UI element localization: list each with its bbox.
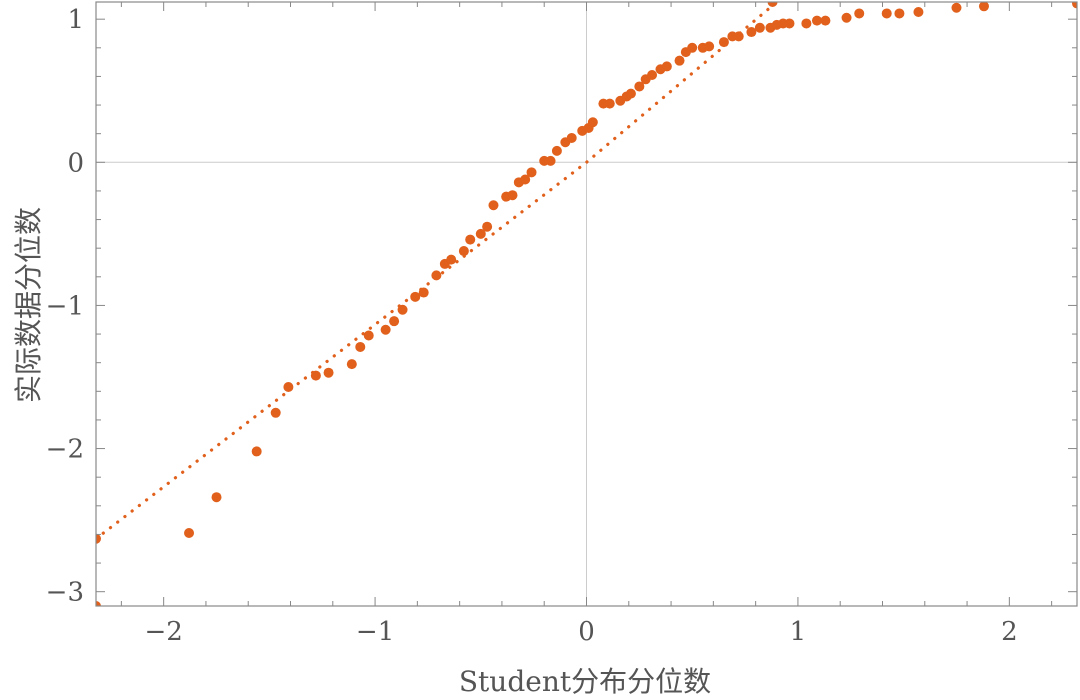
reference-line-group bbox=[96, 2, 779, 541]
data-point bbox=[746, 27, 757, 38]
data-point bbox=[465, 234, 476, 245]
data-point bbox=[270, 407, 281, 418]
data-point bbox=[310, 370, 321, 381]
y-tick-label: −3 bbox=[46, 578, 84, 608]
data-point bbox=[184, 528, 195, 539]
data-point bbox=[661, 61, 672, 72]
data-point bbox=[978, 2, 989, 12]
data-point bbox=[397, 304, 408, 315]
data-point bbox=[346, 359, 357, 370]
x-tick-labels: −2 −1 0 1 2 bbox=[144, 617, 1017, 647]
data-point bbox=[951, 2, 962, 13]
data-point bbox=[566, 132, 577, 143]
data-point bbox=[625, 88, 636, 99]
y-axis-title: 实际数据分位数 bbox=[12, 207, 45, 403]
data-point bbox=[687, 42, 698, 53]
zero-lines bbox=[96, 2, 1077, 606]
data-point bbox=[251, 446, 262, 457]
data-point bbox=[1072, 2, 1077, 9]
data-point bbox=[674, 55, 685, 66]
data-point bbox=[380, 324, 391, 335]
data-point bbox=[488, 200, 499, 211]
data-point bbox=[458, 246, 469, 257]
data-point bbox=[507, 190, 518, 201]
data-point bbox=[820, 15, 831, 26]
reference-line bbox=[96, 2, 779, 541]
data-point bbox=[96, 533, 101, 544]
y-tick-label: 0 bbox=[67, 148, 84, 178]
data-point bbox=[913, 7, 924, 18]
data-point bbox=[754, 22, 765, 33]
data-point bbox=[446, 254, 457, 265]
data-point bbox=[520, 174, 531, 185]
data-point bbox=[634, 81, 645, 92]
data-point bbox=[323, 367, 334, 378]
data-point bbox=[96, 601, 101, 606]
data-point bbox=[767, 2, 778, 7]
data-point bbox=[587, 117, 598, 128]
data-point bbox=[801, 18, 812, 29]
y-tick-label: −2 bbox=[46, 435, 84, 465]
x-tick-label: −1 bbox=[356, 617, 394, 647]
data-point bbox=[854, 8, 865, 19]
data-point bbox=[704, 41, 715, 52]
x-axis-title: Student分布分位数 bbox=[459, 665, 711, 698]
data-point bbox=[526, 167, 537, 178]
data-point bbox=[355, 341, 366, 352]
x-tick-label: −2 bbox=[144, 617, 182, 647]
data-point bbox=[475, 228, 486, 239]
data-point bbox=[389, 316, 400, 327]
y-tick-label: 1 bbox=[67, 5, 84, 35]
data-point bbox=[604, 98, 615, 109]
data-point bbox=[811, 15, 822, 26]
data-point bbox=[647, 69, 658, 80]
data-point bbox=[784, 18, 795, 29]
data-point bbox=[211, 492, 222, 503]
data-point bbox=[410, 291, 421, 302]
data-point bbox=[718, 37, 729, 48]
y-tick-labels: −3 −2 −1 0 1 bbox=[46, 5, 84, 608]
data-point bbox=[418, 287, 429, 298]
data-point bbox=[283, 382, 294, 393]
data-point bbox=[363, 330, 374, 341]
data-point bbox=[431, 270, 442, 281]
x-tick-label: 1 bbox=[790, 617, 807, 647]
data-point bbox=[551, 145, 562, 156]
tick-marks bbox=[96, 2, 1077, 606]
data-point bbox=[733, 31, 744, 42]
data-points bbox=[96, 2, 1077, 606]
data-point bbox=[841, 12, 852, 23]
x-tick-label: 0 bbox=[578, 617, 595, 647]
data-point bbox=[482, 221, 493, 232]
data-point bbox=[545, 155, 556, 166]
x-tick-label: 2 bbox=[1001, 617, 1018, 647]
data-point bbox=[881, 8, 892, 19]
y-tick-label: −1 bbox=[46, 291, 84, 321]
data-point bbox=[894, 8, 905, 19]
